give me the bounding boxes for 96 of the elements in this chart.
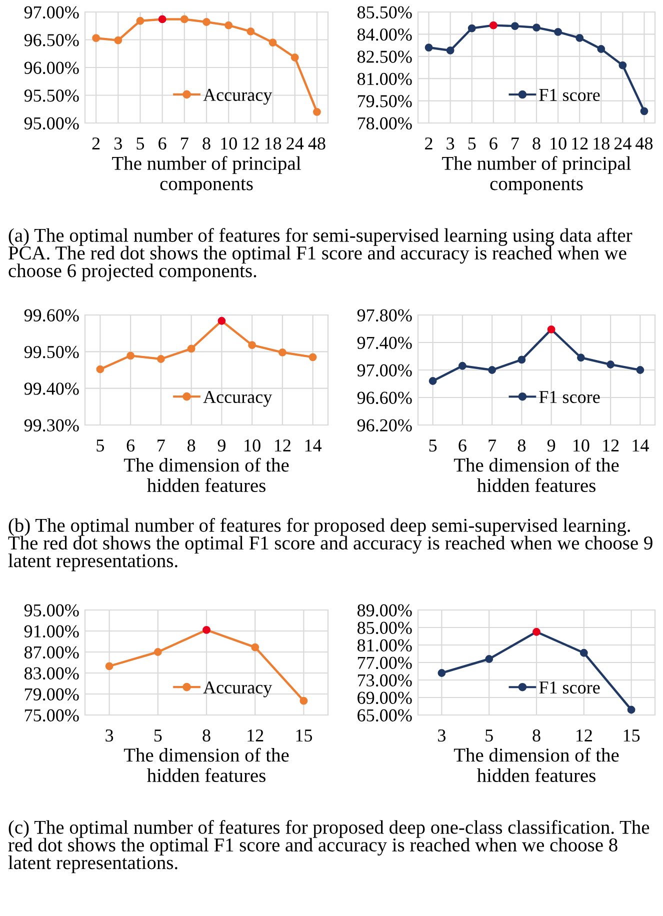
x-tick-label: 18	[265, 137, 282, 150]
y-tick-label: 79.00%	[24, 688, 79, 701]
x-tick-label: 15	[624, 730, 640, 742]
x-axis-title: The dimension of the hidden features	[124, 748, 289, 782]
x-tick-label: 14	[632, 440, 649, 452]
legend-label: Accuracy	[203, 681, 272, 698]
x-tick-label: 24	[286, 137, 304, 150]
x-tick-label: 14	[305, 440, 322, 452]
y-tick-label: 95.00%	[24, 604, 79, 617]
y-tick-label: 96.50%	[24, 34, 79, 46]
x-tick-label: 10	[244, 439, 260, 452]
x-axis-title: The dimension of the hidden features	[454, 458, 619, 492]
x-tick-label: 6	[490, 137, 498, 150]
y-tick-label: 85.00%	[357, 622, 412, 634]
x-tick-label: 5	[136, 138, 144, 150]
x-tick-label: 10	[550, 137, 566, 150]
x-tick-label: 12	[243, 137, 259, 150]
x-tick-label: 12	[248, 729, 264, 742]
x-tick-label: 3	[106, 729, 114, 742]
legend-label: Accuracy	[203, 88, 272, 105]
y-tick-label: 65.00%	[358, 709, 412, 722]
y-tick-label: 96.60%	[357, 392, 412, 404]
y-tick-label: 81.00%	[357, 72, 412, 86]
y-tick-label: 95.00%	[24, 117, 79, 130]
y-tick-label: 97.40%	[357, 336, 412, 350]
x-tick-label: 12	[603, 439, 619, 452]
x-tick-label: 7	[488, 440, 496, 452]
y-tick-label: 99.60%	[24, 309, 79, 322]
x-tick-label: 6	[458, 439, 466, 452]
y-tick-label: 82.50%	[357, 50, 412, 63]
x-tick-label: 3	[446, 137, 454, 150]
y-tick-label: 69.00%	[358, 692, 412, 704]
y-tick-label: 85.50%	[357, 6, 412, 19]
y-tick-label: 77.00%	[358, 656, 412, 670]
y-tick-label: 97.00%	[24, 6, 79, 19]
x-tick-label: 7	[181, 138, 188, 150]
x-tick-label: 18	[594, 137, 610, 150]
x-tick-label: 48	[308, 137, 326, 150]
legend-label: F1 score	[539, 391, 600, 404]
x-tick-label: 3	[438, 729, 446, 742]
x-tick-label: 8	[202, 729, 210, 742]
y-tick-label: 95.50%	[24, 90, 79, 102]
y-tick-label: 79.50%	[358, 95, 412, 108]
x-tick-label: 15	[296, 730, 312, 742]
x-tick-label: 3	[114, 137, 122, 150]
legend-label: F1 score	[539, 88, 600, 102]
x-tick-label: 7	[512, 138, 519, 150]
y-tick-label: 78.00%	[358, 117, 412, 130]
y-tick-label: 81.00%	[357, 639, 412, 652]
x-tick-label: 8	[202, 137, 210, 150]
x-tick-label: 12	[275, 439, 290, 452]
y-tick-label: 96.00%	[24, 62, 79, 74]
x-tick-label: 12	[576, 729, 592, 742]
y-tick-label: 84.00%	[357, 28, 412, 41]
x-tick-label: 5	[154, 730, 162, 742]
legend-label: F1 score	[539, 682, 600, 694]
x-tick-label: 7	[158, 440, 165, 452]
x-tick-label: 6	[126, 439, 135, 452]
x-tick-label: 8	[532, 729, 540, 742]
x-axis-title: The dimension of the hidden features	[124, 458, 289, 492]
x-tick-label: 8	[518, 439, 526, 452]
x-tick-label: 5	[486, 730, 493, 742]
x-tick-label: 24	[614, 137, 632, 150]
x-tick-label: 5	[429, 440, 437, 452]
x-tick-label: 2	[425, 137, 432, 150]
y-tick-label: 87.00%	[24, 646, 79, 659]
x-axis-title: The number of principal components	[112, 156, 301, 194]
x-axis-title: The number of principal components	[442, 156, 631, 194]
x-tick-label: 9	[218, 439, 226, 452]
x-tick-label: 5	[96, 440, 104, 452]
y-tick-label: 99.30%	[24, 419, 79, 432]
text: (b) The optimal number of features for proposed deep semi-supervised learning. The red dot shows the optimal F1 score and accuracy is reached when we choose 9 latent representations.	[8, 518, 652, 572]
y-tick-label: 73.00%	[358, 674, 412, 687]
y-tick-label: 99.50%	[24, 346, 79, 358]
x-tick-label: 2	[92, 137, 100, 150]
x-tick-label: 9	[547, 439, 556, 452]
y-tick-label: 83.00%	[24, 667, 79, 680]
x-tick-label: 10	[221, 137, 237, 150]
y-tick-label: 75.00%	[24, 709, 79, 722]
y-tick-label: 97.00%	[357, 364, 412, 377]
y-tick-label: 97.80%	[357, 309, 412, 322]
text: (a) The optimal number of features for semi-supervised learning using data after PCA. The red dot shows the optimal F1 score and accuracy is reached when we choose 6 projected components.	[8, 228, 632, 282]
x-tick-label: 12	[572, 137, 588, 150]
y-tick-label: 91.00%	[24, 625, 79, 638]
x-tick-label: 5	[468, 138, 476, 150]
x-tick-label: 8	[187, 439, 196, 452]
x-tick-label: 10	[574, 439, 590, 452]
y-tick-label: 96.20%	[357, 419, 412, 432]
y-tick-label: 89.00%	[357, 604, 412, 617]
legend-label: Accuracy	[203, 390, 272, 407]
x-tick-label: 48	[636, 137, 653, 150]
x-axis-title: The dimension of the hidden features	[454, 748, 619, 782]
y-tick-label: 99.40%	[24, 382, 79, 395]
x-tick-label: 6	[158, 137, 166, 150]
text: (c) The optimal number of features for proposed deep one-class classification. The red dot shows the optimal F1 score and accuracy is reached when we choose 8 latent representations.	[8, 820, 650, 874]
x-tick-label: 8	[532, 137, 540, 150]
